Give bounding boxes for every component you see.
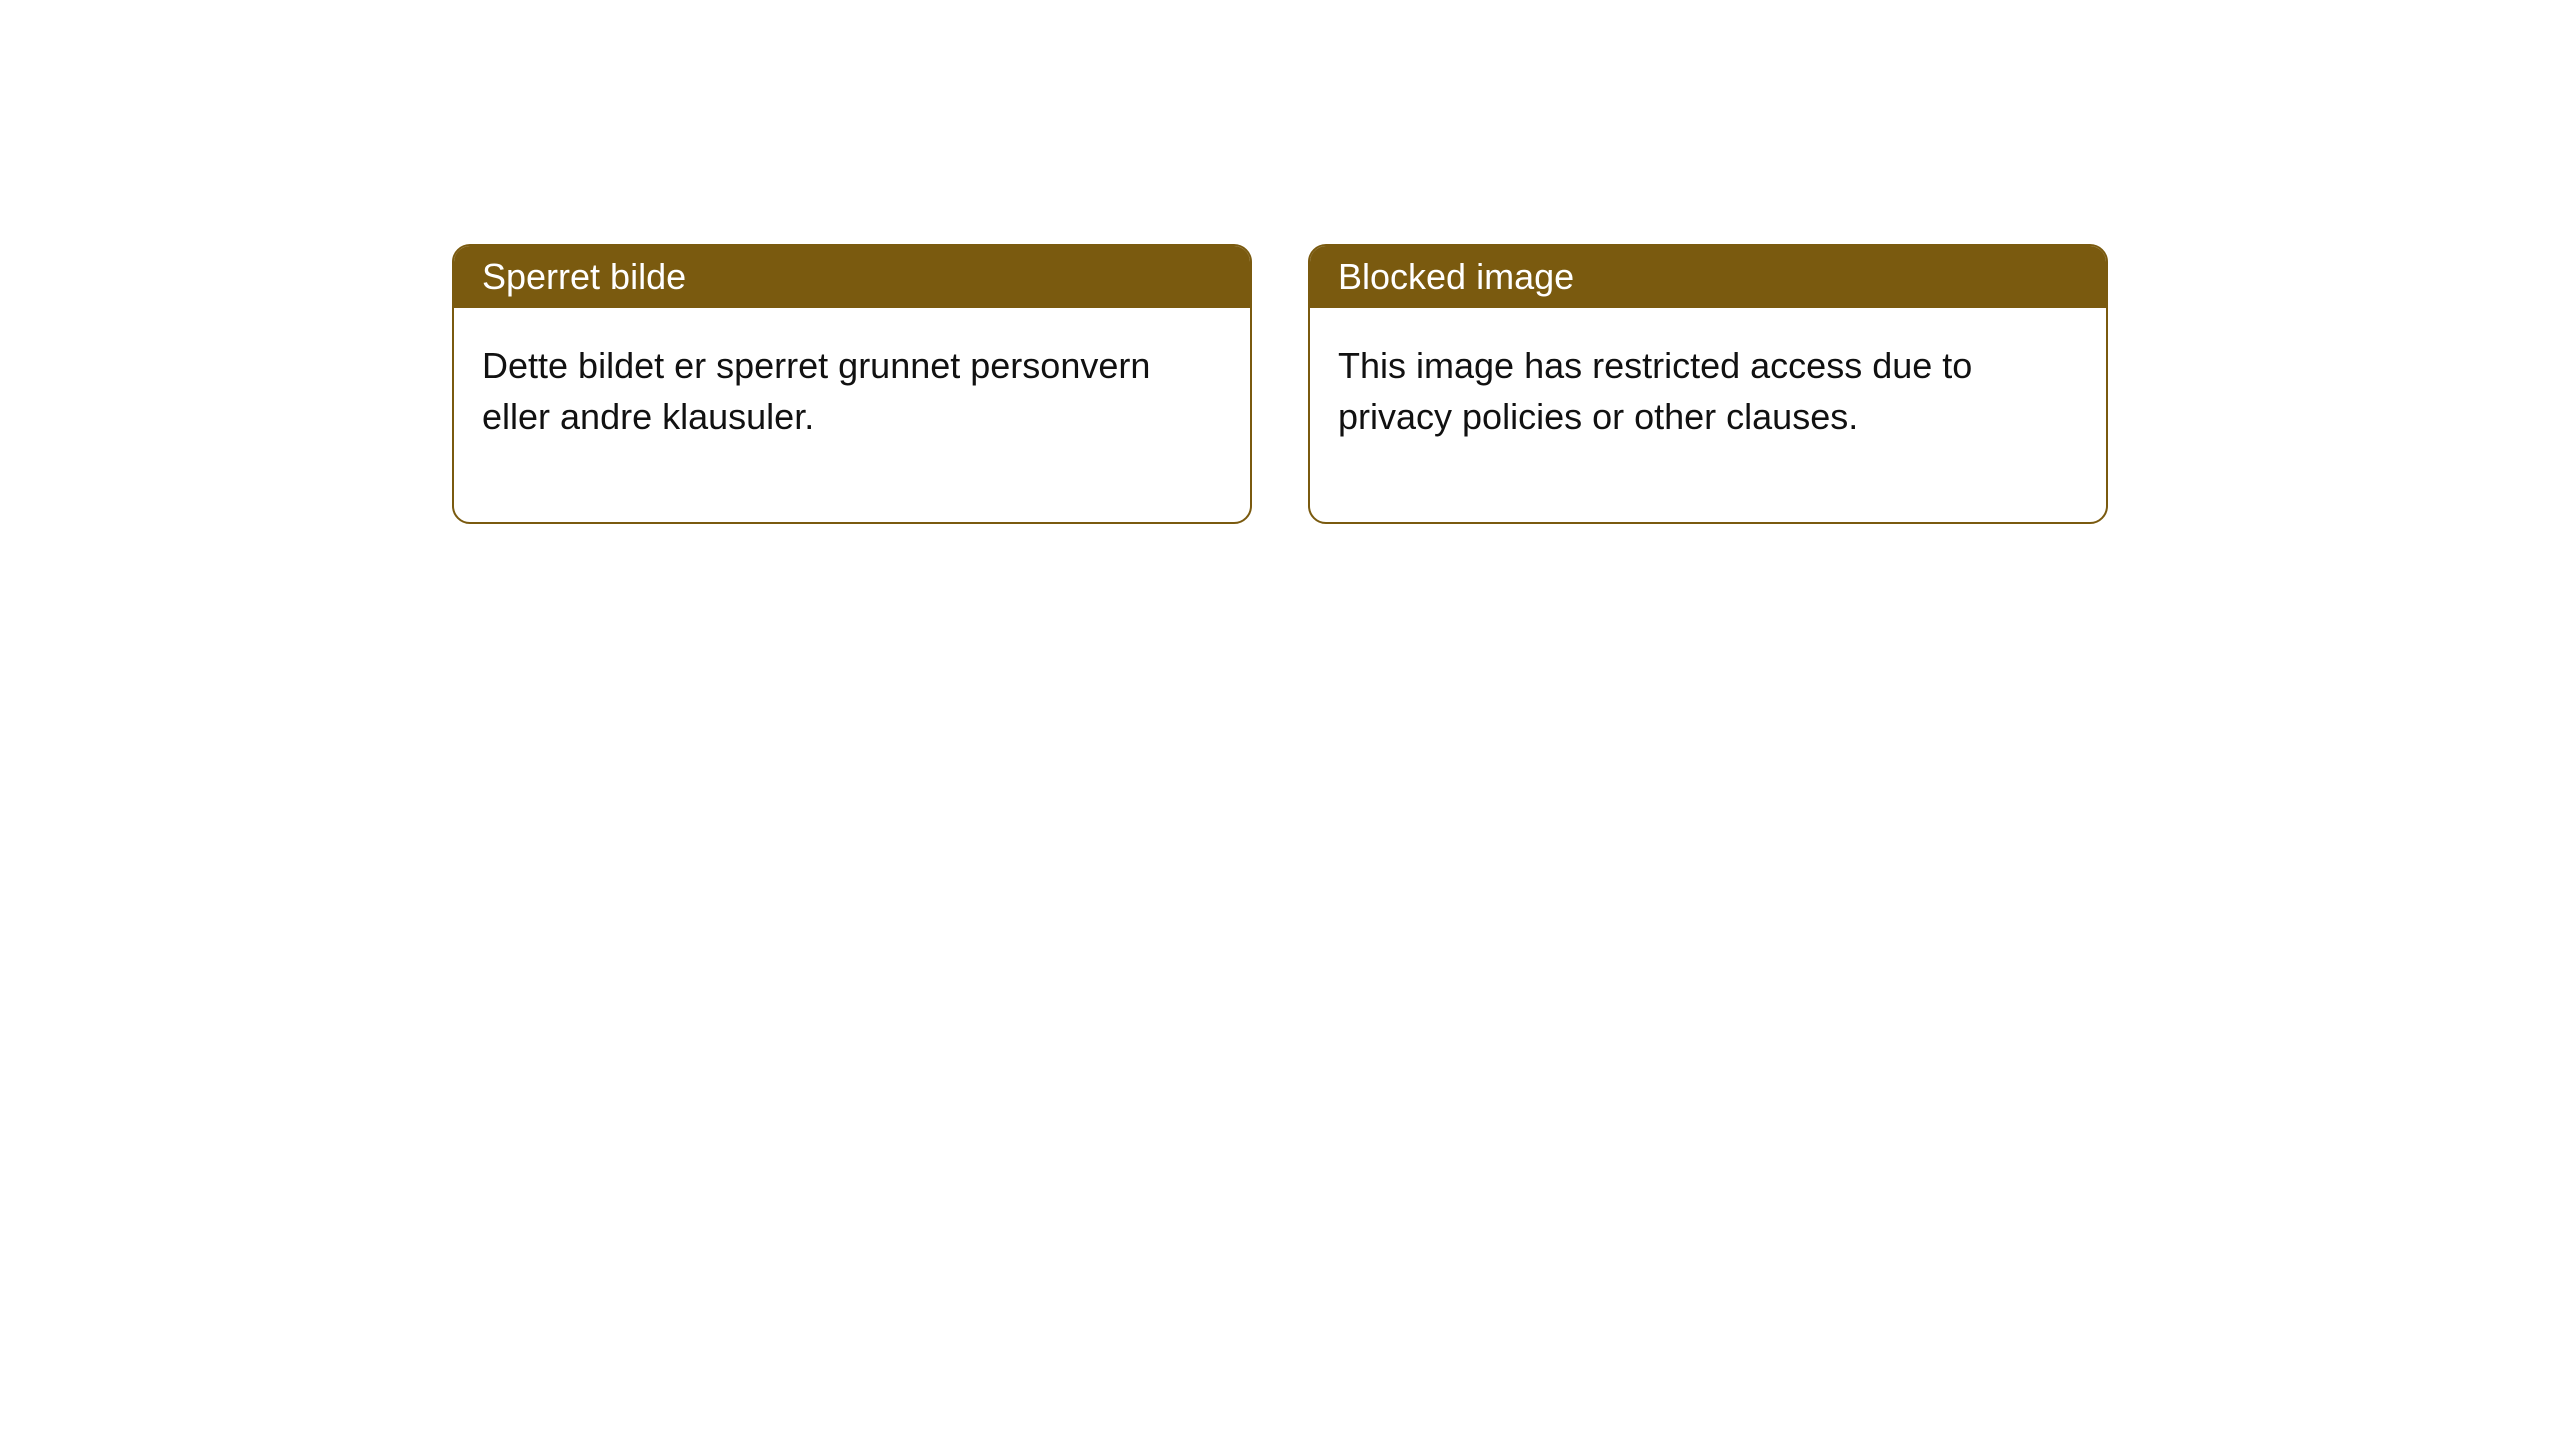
notice-card-norwegian: Sperret bilde Dette bildet er sperret gr… [452, 244, 1252, 524]
notice-container: Sperret bilde Dette bildet er sperret gr… [452, 244, 2108, 524]
notice-body-norwegian: Dette bildet er sperret grunnet personve… [454, 308, 1250, 522]
notice-title-norwegian: Sperret bilde [454, 246, 1250, 308]
notice-card-english: Blocked image This image has restricted … [1308, 244, 2108, 524]
notice-title-english: Blocked image [1310, 246, 2106, 308]
notice-body-english: This image has restricted access due to … [1310, 308, 2106, 522]
